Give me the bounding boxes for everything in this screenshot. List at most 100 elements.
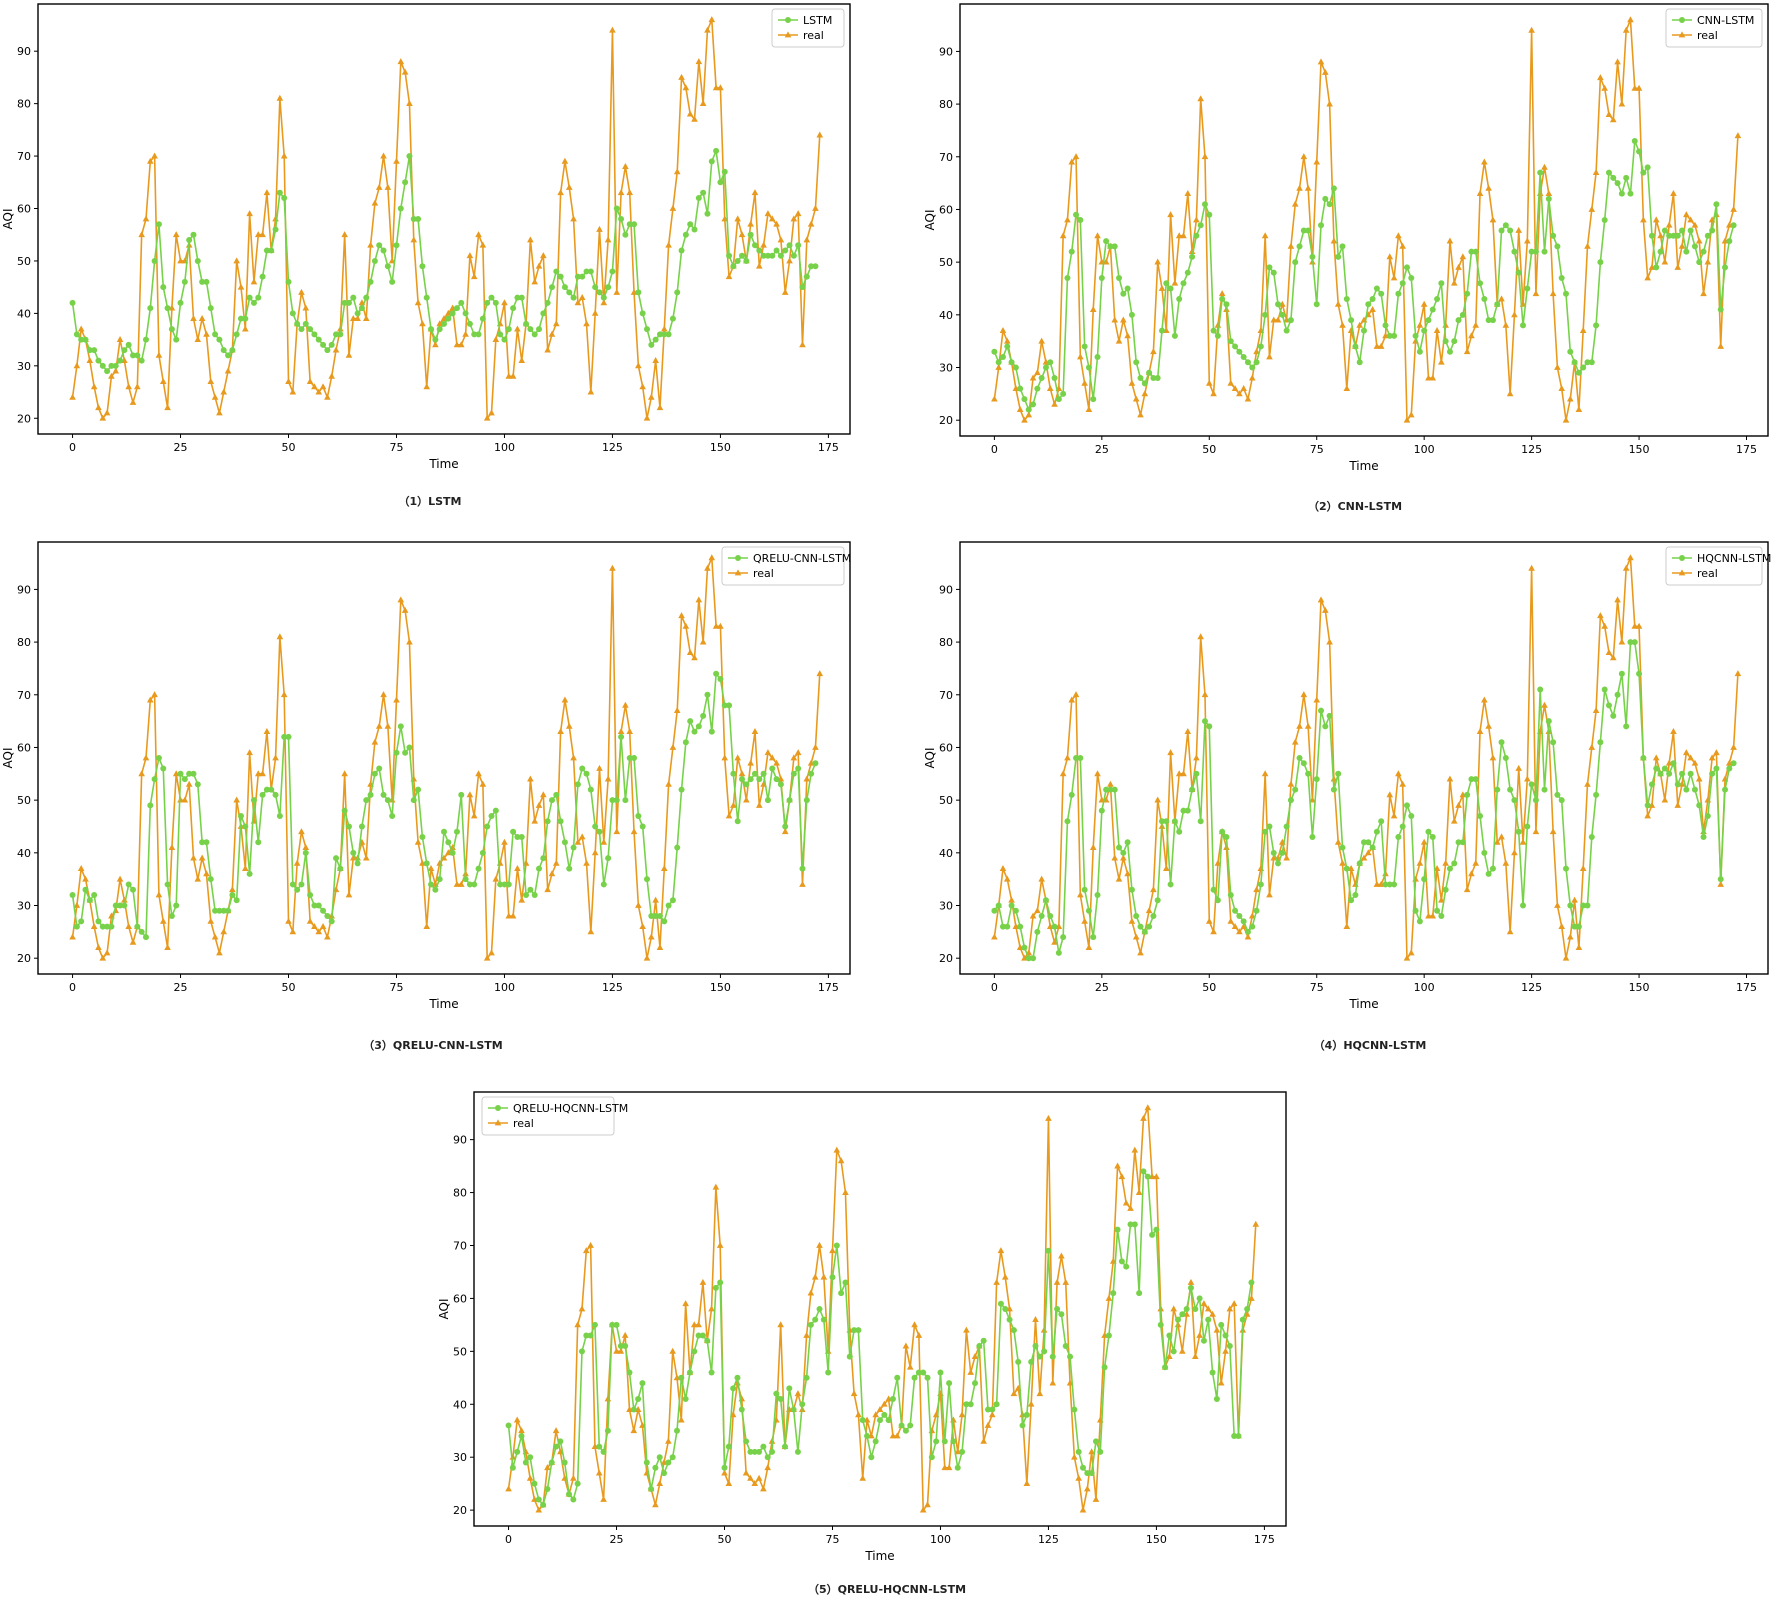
data-point [397,596,405,603]
data-point [535,1496,542,1503]
data-point [1219,296,1226,303]
data-point [1107,243,1114,250]
data-point [808,263,815,270]
data-point [795,765,802,772]
data-point [1124,285,1131,292]
data-point [1567,902,1574,909]
data-point [1395,834,1402,841]
data-point [1489,317,1496,324]
data-point [1266,264,1273,271]
legend-label: real [1697,567,1718,580]
data-point [91,347,98,354]
data-point [1133,913,1140,920]
data-point [1515,269,1522,276]
y-tick-label: 80 [939,98,953,111]
data-point [1257,343,1264,350]
data-point [1105,1332,1112,1339]
data-point [812,204,819,211]
data-point [160,765,167,772]
data-point [99,414,107,421]
data-point [125,341,132,348]
data-point [1012,364,1019,371]
data-point [354,310,361,317]
data-point [302,843,310,850]
data-point [1120,849,1127,856]
data-point [1023,1480,1031,1487]
data-point [1618,100,1626,107]
data-point [1067,1353,1074,1360]
data-point [233,796,240,803]
data-point [428,881,435,888]
data-point [682,84,690,91]
data-point [186,236,193,243]
data-point [622,162,629,169]
panel-cnn-lstm: 0 25 50 75 100 125 150 1752030405060708090TimeA… [923,3,1769,473]
data-point [726,252,733,259]
data-point [328,341,335,348]
data-point [1004,923,1011,930]
data-point [673,706,681,713]
data-point [967,1401,974,1408]
data-point [155,221,162,228]
data-point [699,1278,707,1285]
data-point [358,823,365,830]
data-point [220,928,228,935]
data-point [587,1241,594,1248]
data-point [820,1316,827,1323]
data-point [1326,100,1333,107]
data-point [1386,332,1393,339]
data-point [90,922,98,929]
data-point [410,797,417,804]
data-point [190,770,197,777]
data-point [1090,396,1097,403]
data-point [734,818,741,825]
data-point [207,305,214,312]
data-point [1296,755,1303,761]
x-tick-label: 25 [1095,443,1109,456]
data-point [1159,327,1165,334]
data-point [570,844,577,851]
data-point [984,1406,991,1413]
data-point [1141,380,1148,387]
data-point [371,738,379,745]
data-point [743,257,750,264]
data-point [1683,786,1690,793]
data-point [402,749,409,756]
data-point [1579,327,1587,334]
data-point [1235,1433,1242,1440]
data-point [622,231,629,238]
legend-swatch-marker [1678,31,1686,38]
data-point [1657,248,1664,255]
data-point [686,1369,693,1376]
data-point [777,1395,784,1402]
data-point [1425,912,1432,919]
data-point [1652,754,1660,761]
data-point [367,791,374,798]
data-point [492,807,499,814]
data-point [345,891,353,898]
data-point [751,189,759,196]
data-point [583,1332,590,1339]
data-point [1249,923,1256,930]
data-point [177,299,184,306]
data-point [954,1464,961,1471]
data-point [1562,416,1570,423]
data-point [1210,390,1217,397]
data-point [1136,1290,1143,1297]
data-point [527,326,534,333]
data-point [82,886,89,893]
x-tick-label: 125 [1038,1533,1059,1546]
data-point [1566,395,1574,402]
data-point [1209,1310,1216,1317]
data-point [734,754,742,761]
x-tick-label: 100 [1414,981,1435,994]
data-point [682,622,690,629]
data-point [1064,754,1071,761]
data-point [142,215,150,222]
data-point [999,353,1006,360]
data-point [1459,253,1467,260]
data-point [276,812,283,819]
data-point [1455,839,1462,846]
data-point [566,1491,573,1498]
data-point [967,1368,975,1375]
